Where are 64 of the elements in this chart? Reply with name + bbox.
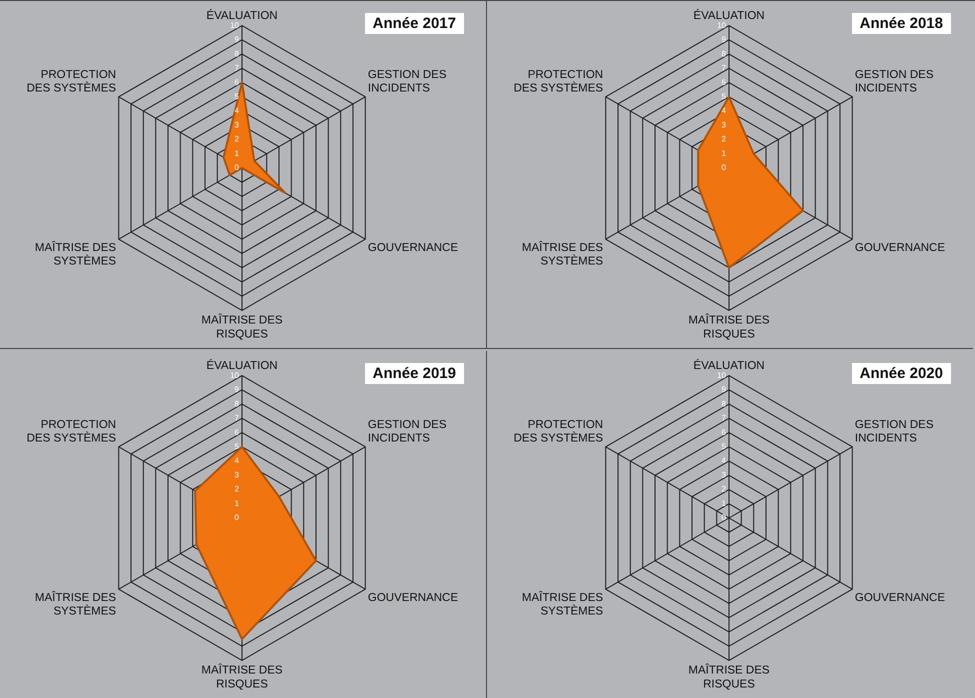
spoke-label: MAÎTRISE DES RISQUES — [201, 662, 283, 690]
y-tick-label: 2 — [722, 484, 727, 494]
y-tick-label: 9 — [234, 35, 240, 44]
y-tick-label: 6 — [234, 427, 240, 436]
spoke-label: GESTION DES INCIDENTS — [854, 68, 934, 95]
spoke-label: MAÎTRISE DES SYSTÈMES — [522, 589, 604, 618]
y-tick-label: 6 — [234, 78, 240, 87]
y-tick-label: 1 — [722, 148, 727, 158]
y-tick-label: 1 — [234, 498, 240, 508]
y-tick-label: 0 — [722, 512, 727, 522]
spoke-label: MAÎTRISE DES SYSTÈMES — [34, 240, 116, 268]
spoke-label: ÉVALUATION — [693, 8, 765, 22]
spoke-label: GOUVERNANCE — [368, 242, 458, 254]
y-tick-label: 0 — [234, 163, 240, 172]
y-tick-label: 6 — [722, 427, 727, 436]
spoke-label: PROTECTION DES SYSTÈMES — [26, 68, 116, 95]
spoke-label: GESTION DES INCIDENTS — [854, 418, 934, 444]
spoke-label: GESTION DES INCIDENTS — [368, 418, 447, 444]
y-tick-label: 3 — [722, 470, 727, 479]
y-tick-label: 6 — [722, 78, 727, 87]
y-tick-label: 10 — [230, 370, 240, 380]
y-tick-label: 4 — [722, 106, 727, 116]
chart-title: Année 2018 — [852, 13, 951, 34]
y-tick-label: 3 — [722, 120, 727, 130]
spoke-label: GOUVERNANCE — [368, 591, 458, 604]
chart-title: Année 2017 — [364, 13, 464, 34]
spoke-label: GOUVERNANCE — [854, 242, 946, 254]
y-tick-label: 4 — [722, 456, 727, 465]
spoke-label: ÉVALUATION — [206, 358, 278, 372]
y-tick-label: 0 — [234, 512, 240, 522]
spoke-label: MAÎTRISE DES RISQUES — [201, 312, 283, 340]
spoke-label: PROTECTION DES SYSTÈMES — [514, 418, 604, 444]
y-tick-label: 1 — [722, 498, 727, 508]
y-tick-label: 7 — [722, 413, 727, 422]
y-tick-label: 2 — [234, 134, 240, 144]
y-tick-label: 3 — [234, 120, 240, 130]
spoke-label: MAÎTRISE DES SYSTÈMES — [522, 240, 604, 268]
spoke-label: MAÎTRISE DES RISQUES — [688, 662, 770, 690]
y-tick-label: 9 — [722, 35, 727, 44]
y-tick-label: 4 — [234, 106, 240, 116]
spoke-label: GESTION DES INCIDENTS — [368, 68, 447, 95]
spoke-label: ÉVALUATION — [693, 358, 765, 372]
spoke-label: PROTECTION DES SYSTÈMES — [26, 418, 116, 444]
y-tick-label: 7 — [234, 413, 240, 422]
chart-title: Année 2020 — [852, 362, 951, 384]
y-tick-label: 1 — [234, 148, 240, 158]
spoke-label: GOUVERNANCE — [854, 591, 946, 604]
y-tick-label: 10 — [717, 20, 727, 30]
chart-title: Année 2019 — [364, 362, 464, 384]
y-tick-label: 2 — [234, 484, 240, 494]
spoke-label: PROTECTION DES SYSTÈMES — [514, 68, 604, 95]
y-tick-label: 3 — [234, 470, 240, 479]
y-tick-label: 4 — [234, 456, 240, 465]
y-tick-label: 9 — [722, 384, 727, 394]
y-tick-label: 2 — [722, 134, 727, 144]
spoke-label: ÉVALUATION — [206, 8, 278, 22]
y-tick-label: 7 — [234, 64, 240, 73]
y-tick-label: 10 — [230, 20, 240, 30]
y-tick-label: 7 — [722, 64, 727, 73]
y-tick-label: 10 — [717, 370, 727, 380]
y-tick-label: 9 — [234, 384, 240, 394]
y-tick-label: 0 — [722, 163, 727, 172]
spoke-label: MAÎTRISE DES SYSTÈMES — [34, 589, 116, 618]
spoke-label: MAÎTRISE DES RISQUES — [688, 312, 770, 340]
